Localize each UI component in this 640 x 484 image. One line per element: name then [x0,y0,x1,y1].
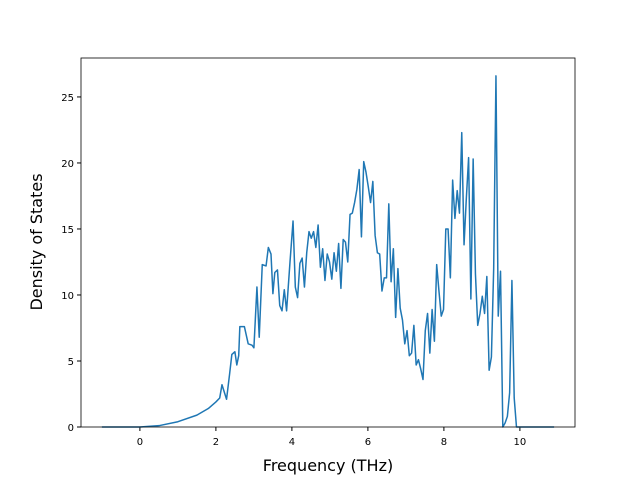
x-axis-label: Frequency (THz) [263,456,393,475]
x-tick-label: 6 [365,437,371,448]
y-tick-label: 5 [68,357,74,368]
y-tick-label: 0 [68,423,74,434]
x-tick-label: 4 [289,437,295,448]
y-tick-label: 20 [61,159,74,170]
y-tick-label: 25 [61,93,74,104]
plot-frame [80,57,576,428]
y-axis-label: Density of States [27,173,46,310]
x-tick-label: 10 [514,437,527,448]
x-tick-label: 2 [213,437,219,448]
data-line [101,75,555,428]
x-tick-label: 8 [441,437,447,448]
x-tick-label: 0 [137,437,143,448]
y-tick-label: 15 [61,225,74,236]
y-tick-label: 10 [61,291,74,302]
